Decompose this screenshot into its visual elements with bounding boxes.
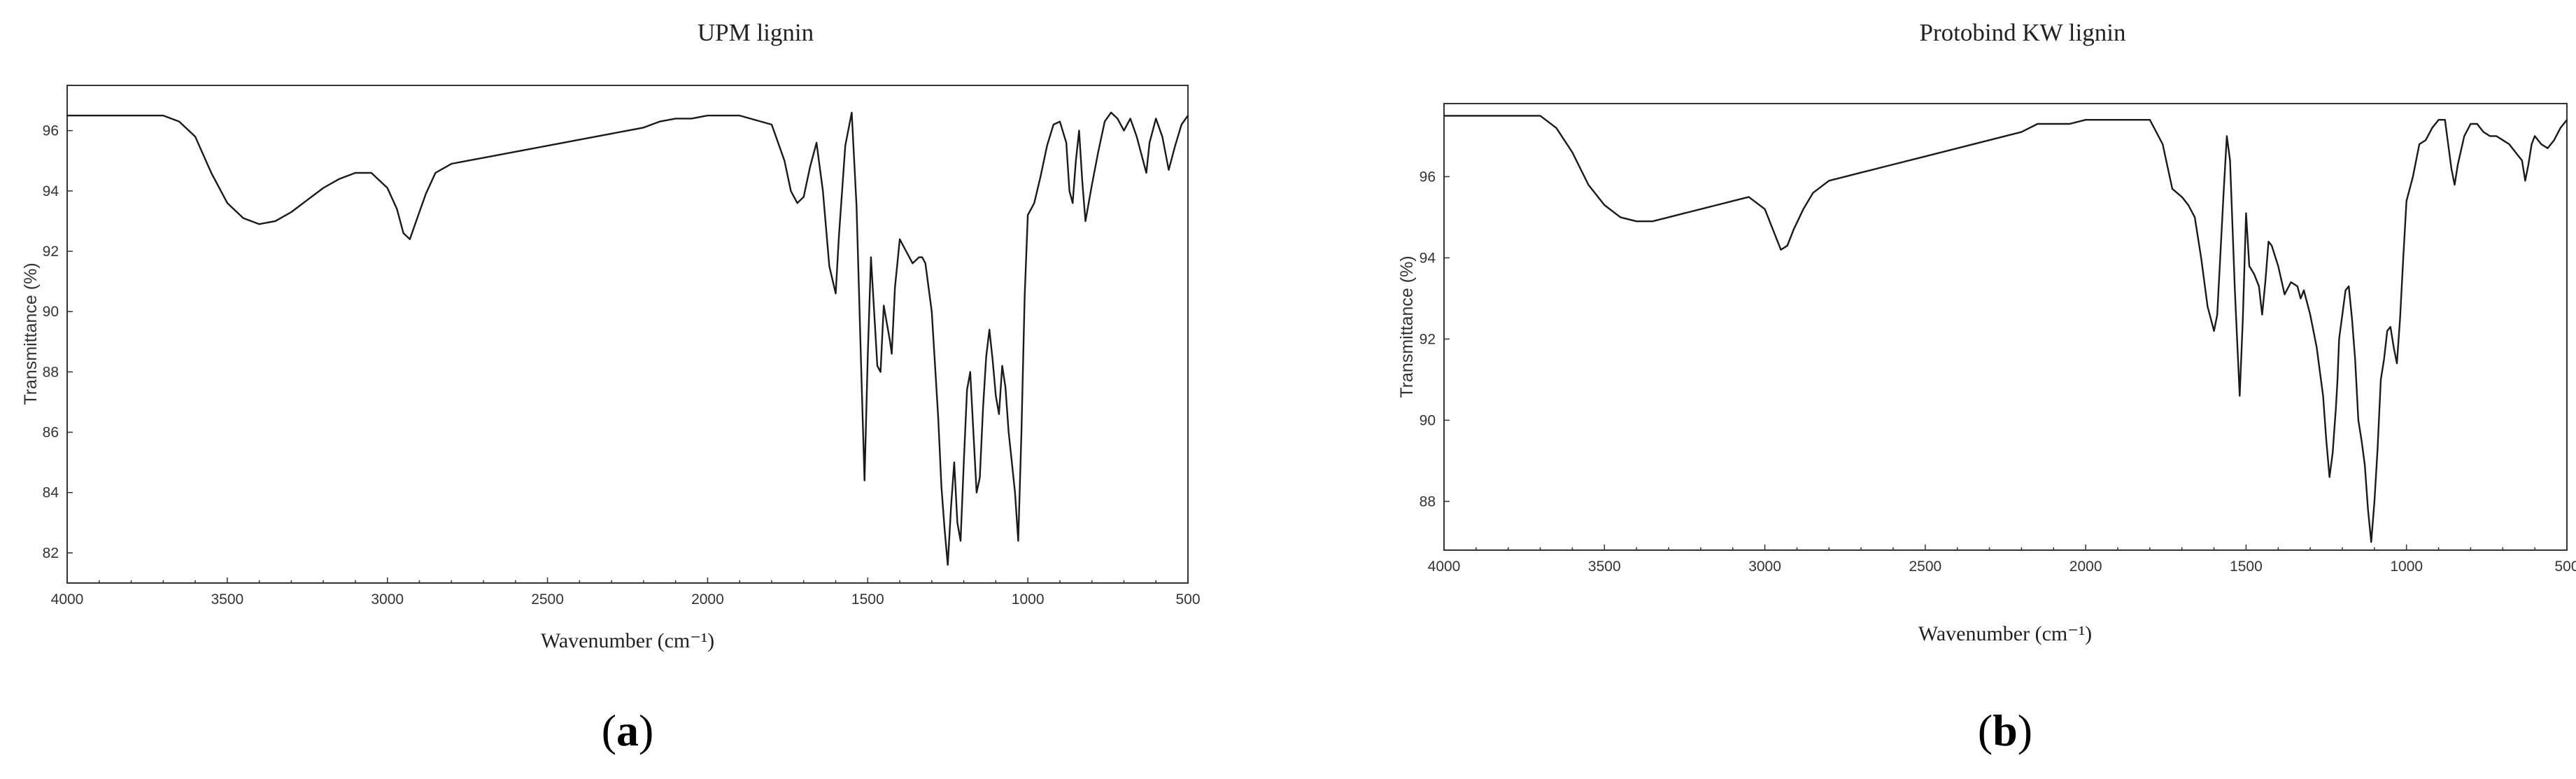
y-tick-label: 86	[43, 425, 59, 441]
x-tick-label: 2500	[1909, 559, 1941, 575]
y-tick-label: 90	[43, 304, 59, 320]
y-tick-label: 84	[43, 485, 59, 501]
x-tick-label: 3500	[1588, 559, 1621, 575]
x-tick-label: 3500	[211, 591, 243, 608]
x-axis-label: Wavenumber (cm⁻¹)	[541, 629, 714, 652]
y-tick-label: 96	[1420, 169, 1436, 185]
y-tick-label: 82	[43, 545, 59, 561]
panel-label-a: (a)	[602, 706, 654, 755]
y-tick-label: 92	[43, 244, 59, 260]
chart-upm-lignin: UPM lignin 4000 3500 3000 2500 2000 1500 1000 5…	[21, 19, 1201, 755]
y-axis-ticks: 82 84 86 88 90 92 94 96	[43, 123, 73, 561]
panel-label-b: (b)	[1978, 706, 2032, 755]
y-tick-label: 88	[1420, 493, 1436, 510]
plot-frame	[66, 85, 1189, 584]
y-tick-label: 94	[43, 183, 59, 199]
x-tick-label: 3000	[1748, 559, 1781, 575]
x-axis-ticks: 4000 3500 3000 2500 2000 1500 1000 500	[51, 577, 1201, 608]
x-tick-label: 2000	[691, 591, 724, 608]
x-tick-label: 500	[2554, 559, 2576, 575]
x-axis-ticks: 4000 3500 3000 2500 2000 1500 1000 500	[1428, 545, 2576, 575]
x-tick-label: 4000	[51, 591, 84, 608]
y-tick-label: 96	[43, 123, 59, 139]
x-tick-label: 3000	[371, 591, 404, 608]
y-tick-label: 88	[43, 364, 59, 380]
x-tick-label: 500	[1175, 591, 1200, 608]
x-tick-label: 1000	[1012, 591, 1045, 608]
x-tick-label: 1000	[2390, 559, 2423, 575]
chart-title: Protobind KW lignin	[1920, 19, 2126, 46]
y-tick-label: 90	[1420, 412, 1436, 428]
x-tick-label: 2500	[531, 591, 564, 608]
plot-frame	[1443, 103, 2568, 551]
x-tick-label: 2000	[2069, 559, 2102, 575]
y-tick-label: 92	[1420, 331, 1436, 347]
spectrum-line	[67, 111, 1189, 566]
x-tick-label: 1500	[851, 591, 884, 608]
y-axis-label: Transmittance (%)	[1397, 255, 1417, 398]
y-axis-ticks: 88 90 92 94 96	[1420, 169, 1450, 510]
y-axis-label: Transmittance (%)	[21, 262, 41, 405]
chart-title: UPM lignin	[698, 19, 814, 46]
x-tick-label: 1500	[2230, 559, 2263, 575]
chart-protobind-kw-lignin: Protobind KW lignin 4000 3500 3000 2500 2000…	[1397, 19, 2576, 755]
spectrum-line	[1444, 115, 2568, 543]
x-axis-label: Wavenumber (cm⁻¹)	[1918, 622, 2092, 645]
x-tick-label: 4000	[1428, 559, 1461, 575]
y-tick-label: 94	[1420, 250, 1436, 266]
